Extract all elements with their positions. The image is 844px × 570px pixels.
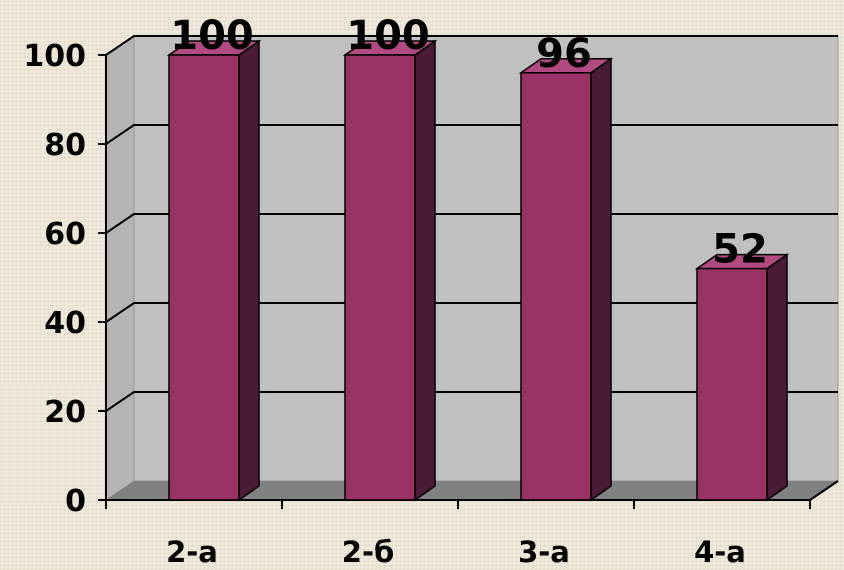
bar-side-face: [590, 57, 612, 502]
x-tick-labels: 2-а 2-б 3-а 4-а: [166, 535, 746, 569]
data-label: 100: [346, 13, 430, 59]
bar-1: [166, 39, 262, 502]
floor: [106, 481, 838, 500]
bar-side-face: [238, 39, 260, 502]
gridline: [105, 35, 838, 56]
y-tick-label: 20: [44, 395, 86, 430]
y-tick-label: 40: [44, 306, 86, 341]
bar-3: [518, 57, 614, 502]
data-label: 52: [712, 227, 768, 273]
y-tick-labels: 0 20 40 60 80 100: [23, 39, 86, 519]
y-tick-label: 80: [44, 128, 86, 163]
side-wall: [105, 35, 135, 501]
bar-4: [694, 253, 790, 502]
bar-side-face: [766, 253, 788, 502]
x-tick-label: 3-а: [518, 535, 570, 569]
bars: [166, 39, 790, 502]
data-label: 96: [536, 31, 592, 77]
bar-front-face: [520, 72, 592, 501]
x-tick-label: 2-б: [342, 535, 394, 569]
x-tick-label: 4-а: [694, 535, 746, 569]
y-tick-label: 0: [65, 484, 86, 519]
bar-front-face: [696, 267, 768, 501]
x-axis-depth-line: [809, 480, 839, 501]
bar-side-face: [414, 39, 436, 502]
y-tick-label: 100: [23, 39, 86, 74]
data-label: 100: [170, 13, 254, 59]
x-tick-label: 2-а: [166, 535, 218, 569]
bar-front-face: [168, 54, 240, 501]
bar-2: [342, 39, 438, 502]
data-labels: 100 100 96 52: [170, 13, 768, 273]
bar-front-face: [344, 54, 416, 501]
y-tick-label: 60: [44, 217, 86, 252]
